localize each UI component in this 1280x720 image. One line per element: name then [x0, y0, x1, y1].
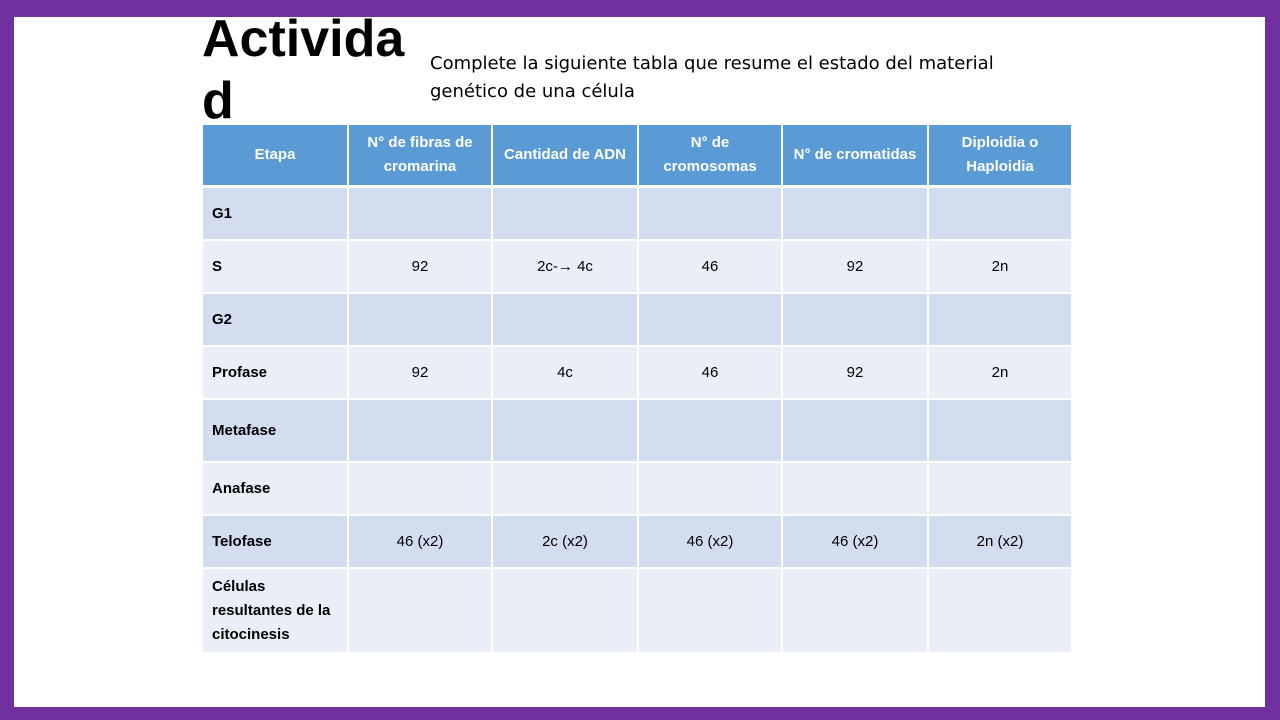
header-ploidia: Diploidia o Haploidia	[927, 125, 1073, 188]
header-cromosomas: N° de cromosomas	[637, 125, 783, 188]
table-cell	[927, 462, 1073, 516]
table-cell: 46	[637, 240, 783, 294]
stage-cell: Anafase	[201, 462, 349, 516]
table-cell	[637, 186, 783, 241]
stage-cell: Profase	[201, 346, 349, 400]
table-cell	[927, 186, 1073, 241]
table-row: Anafase	[201, 462, 1073, 516]
table-cell: 2c (x2)	[491, 515, 639, 569]
table-cell: 2n (x2)	[927, 515, 1073, 569]
table-row: Telofase 46 (x2) 2c (x2) 46 (x2) 46 (x2)…	[201, 515, 1073, 569]
header-etapa: Etapa	[201, 125, 349, 188]
table-cell: 92	[781, 346, 929, 400]
table-cell	[927, 568, 1073, 654]
table-cell	[347, 568, 493, 654]
table-cell: 92	[347, 346, 493, 400]
header-adn: Cantidad de ADN	[491, 125, 639, 188]
table-cell	[927, 399, 1073, 463]
table-cell: 2n	[927, 346, 1073, 400]
table-cell	[347, 293, 493, 347]
table-cell	[347, 399, 493, 463]
slide-instruction: Complete la siguiente tabla que resume e…	[430, 53, 994, 102]
table-cell	[637, 462, 783, 516]
table-cell	[781, 399, 929, 463]
table-cell	[637, 399, 783, 463]
table-cell: 46	[637, 346, 783, 400]
stage-cell: Metafase	[201, 399, 349, 463]
table-cell: 2c-→ 4c	[491, 240, 639, 294]
header-cromatidas: N° de cromatidas	[781, 125, 929, 188]
table-cell	[347, 186, 493, 241]
table-cell	[781, 568, 929, 654]
header-fibras: N° de fibras de cromarina	[347, 125, 493, 188]
table-cell	[781, 462, 929, 516]
table-row: S 92 2c-→ 4c 46 92 2n	[201, 240, 1073, 294]
stage-cell: Telofase	[201, 515, 349, 569]
table-row: G2	[201, 293, 1073, 347]
table-cell	[781, 293, 929, 347]
table-cell: 4c	[491, 346, 639, 400]
table-cell	[491, 462, 639, 516]
table-header-row: Etapa N° de fibras de cromarina Cantidad…	[201, 125, 1073, 188]
table-cell	[491, 399, 639, 463]
table-row: G1	[201, 186, 1073, 241]
stage-cell: Células resultantes de la citocinesis	[201, 568, 349, 654]
table-cell: 92	[781, 240, 929, 294]
table-cell	[637, 568, 783, 654]
table-cell	[927, 293, 1073, 347]
summary-table: Etapa N° de fibras de cromarina Cantidad…	[201, 125, 1073, 654]
table-cell: 92	[347, 240, 493, 294]
stage-cell: G2	[201, 293, 349, 347]
table-row: Metafase	[201, 399, 1073, 463]
table-row: Profase 92 4c 46 92 2n	[201, 346, 1073, 400]
table-cell: 46 (x2)	[781, 515, 929, 569]
slide-title: Actividad	[202, 10, 405, 130]
table-cell	[347, 462, 493, 516]
table-cell	[637, 293, 783, 347]
stage-cell: G1	[201, 186, 349, 241]
table-cell	[491, 293, 639, 347]
table-cell: 46 (x2)	[637, 515, 783, 569]
table-cell: 2n	[927, 240, 1073, 294]
table-cell	[491, 568, 639, 654]
table-cell: 46 (x2)	[347, 515, 493, 569]
stage-cell: S	[201, 240, 349, 294]
table-cell	[781, 186, 929, 241]
table-row: Células resultantes de la citocinesis	[201, 568, 1073, 654]
table-cell	[491, 186, 639, 241]
